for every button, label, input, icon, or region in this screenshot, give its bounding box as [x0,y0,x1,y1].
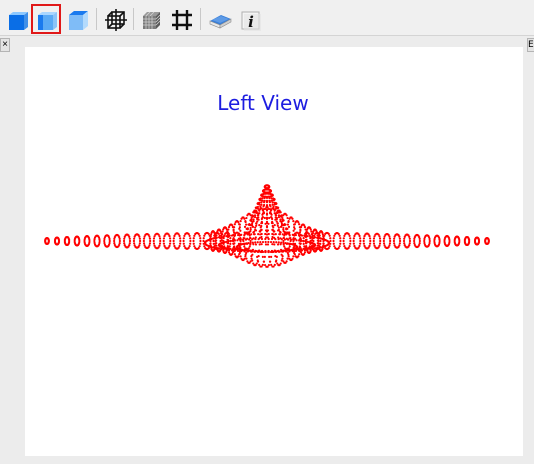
point-ring [142,232,152,250]
toolbar: i [0,0,534,36]
point-ring [372,232,382,250]
point-ring [83,235,91,247]
point-ring [237,216,249,262]
point-ring [332,231,342,251]
view-title: Left View [217,91,309,115]
wireframe-button[interactable] [100,4,130,34]
point-ring [217,237,317,253]
grid-button[interactable] [166,4,196,34]
point-ring [152,232,162,250]
side-tab-label: E [528,40,534,50]
point-ring [93,234,101,248]
point-ring [122,233,132,249]
toolbar-separator [96,8,97,30]
mesh-button[interactable] [135,4,165,34]
point-ring [443,235,451,247]
point-ring [453,235,461,247]
wireframe-cube-icon [105,9,127,31]
point-ring [103,234,111,248]
point-ring [402,233,412,249]
point-ring [44,236,50,246]
point-cloud-plot [44,184,490,268]
point-ring [261,188,273,194]
point-ring [235,240,299,254]
front-view-button[interactable] [2,4,32,34]
point-ring [342,232,352,250]
point-ring [113,233,121,249]
top-view-button[interactable] [62,4,92,34]
point-ring [362,232,372,250]
toolbar-separator [133,8,134,30]
point-ring [352,232,362,250]
point-ring [53,236,61,246]
point-ring [251,213,283,219]
point-ring [382,232,392,250]
point-ring [463,235,471,247]
point-ring [433,234,441,248]
point-ring [263,184,271,190]
side-panel-tab[interactable]: E [527,38,534,52]
left-view-button[interactable] [31,4,61,34]
point-ring [162,232,172,250]
info-button[interactable]: i [235,4,265,34]
point-ring [63,235,71,247]
info-icon: i [241,11,261,31]
point-ring [209,230,217,252]
point-ring [132,233,142,249]
point-ring [484,236,490,246]
top-cube-icon [69,11,88,30]
point-ring [249,217,285,223]
toolbar-separator [200,8,201,30]
point-ring [256,201,278,207]
point-ring [252,209,282,215]
point-ring [258,196,276,202]
left-cube-icon [38,12,57,30]
plot-canvas[interactable]: Left View [25,47,523,456]
point-ring [423,234,431,248]
point-ring [73,235,81,247]
point-ring [473,236,481,246]
point-ring [260,192,274,198]
front-cube-icon [9,12,28,30]
point-ring [243,212,255,264]
help-book-button[interactable] [204,4,234,34]
point-ring [192,231,202,251]
mesh-cube-icon [143,11,161,29]
point-ring [413,233,421,249]
point-ring [182,232,192,250]
info-glyph: i [248,13,254,31]
close-panel-button[interactable]: × [0,38,10,52]
point-ring [392,233,402,249]
point-ring [203,232,331,254]
grid-hash-icon [172,10,192,30]
point-ring [172,232,182,250]
book-icon [209,15,232,29]
